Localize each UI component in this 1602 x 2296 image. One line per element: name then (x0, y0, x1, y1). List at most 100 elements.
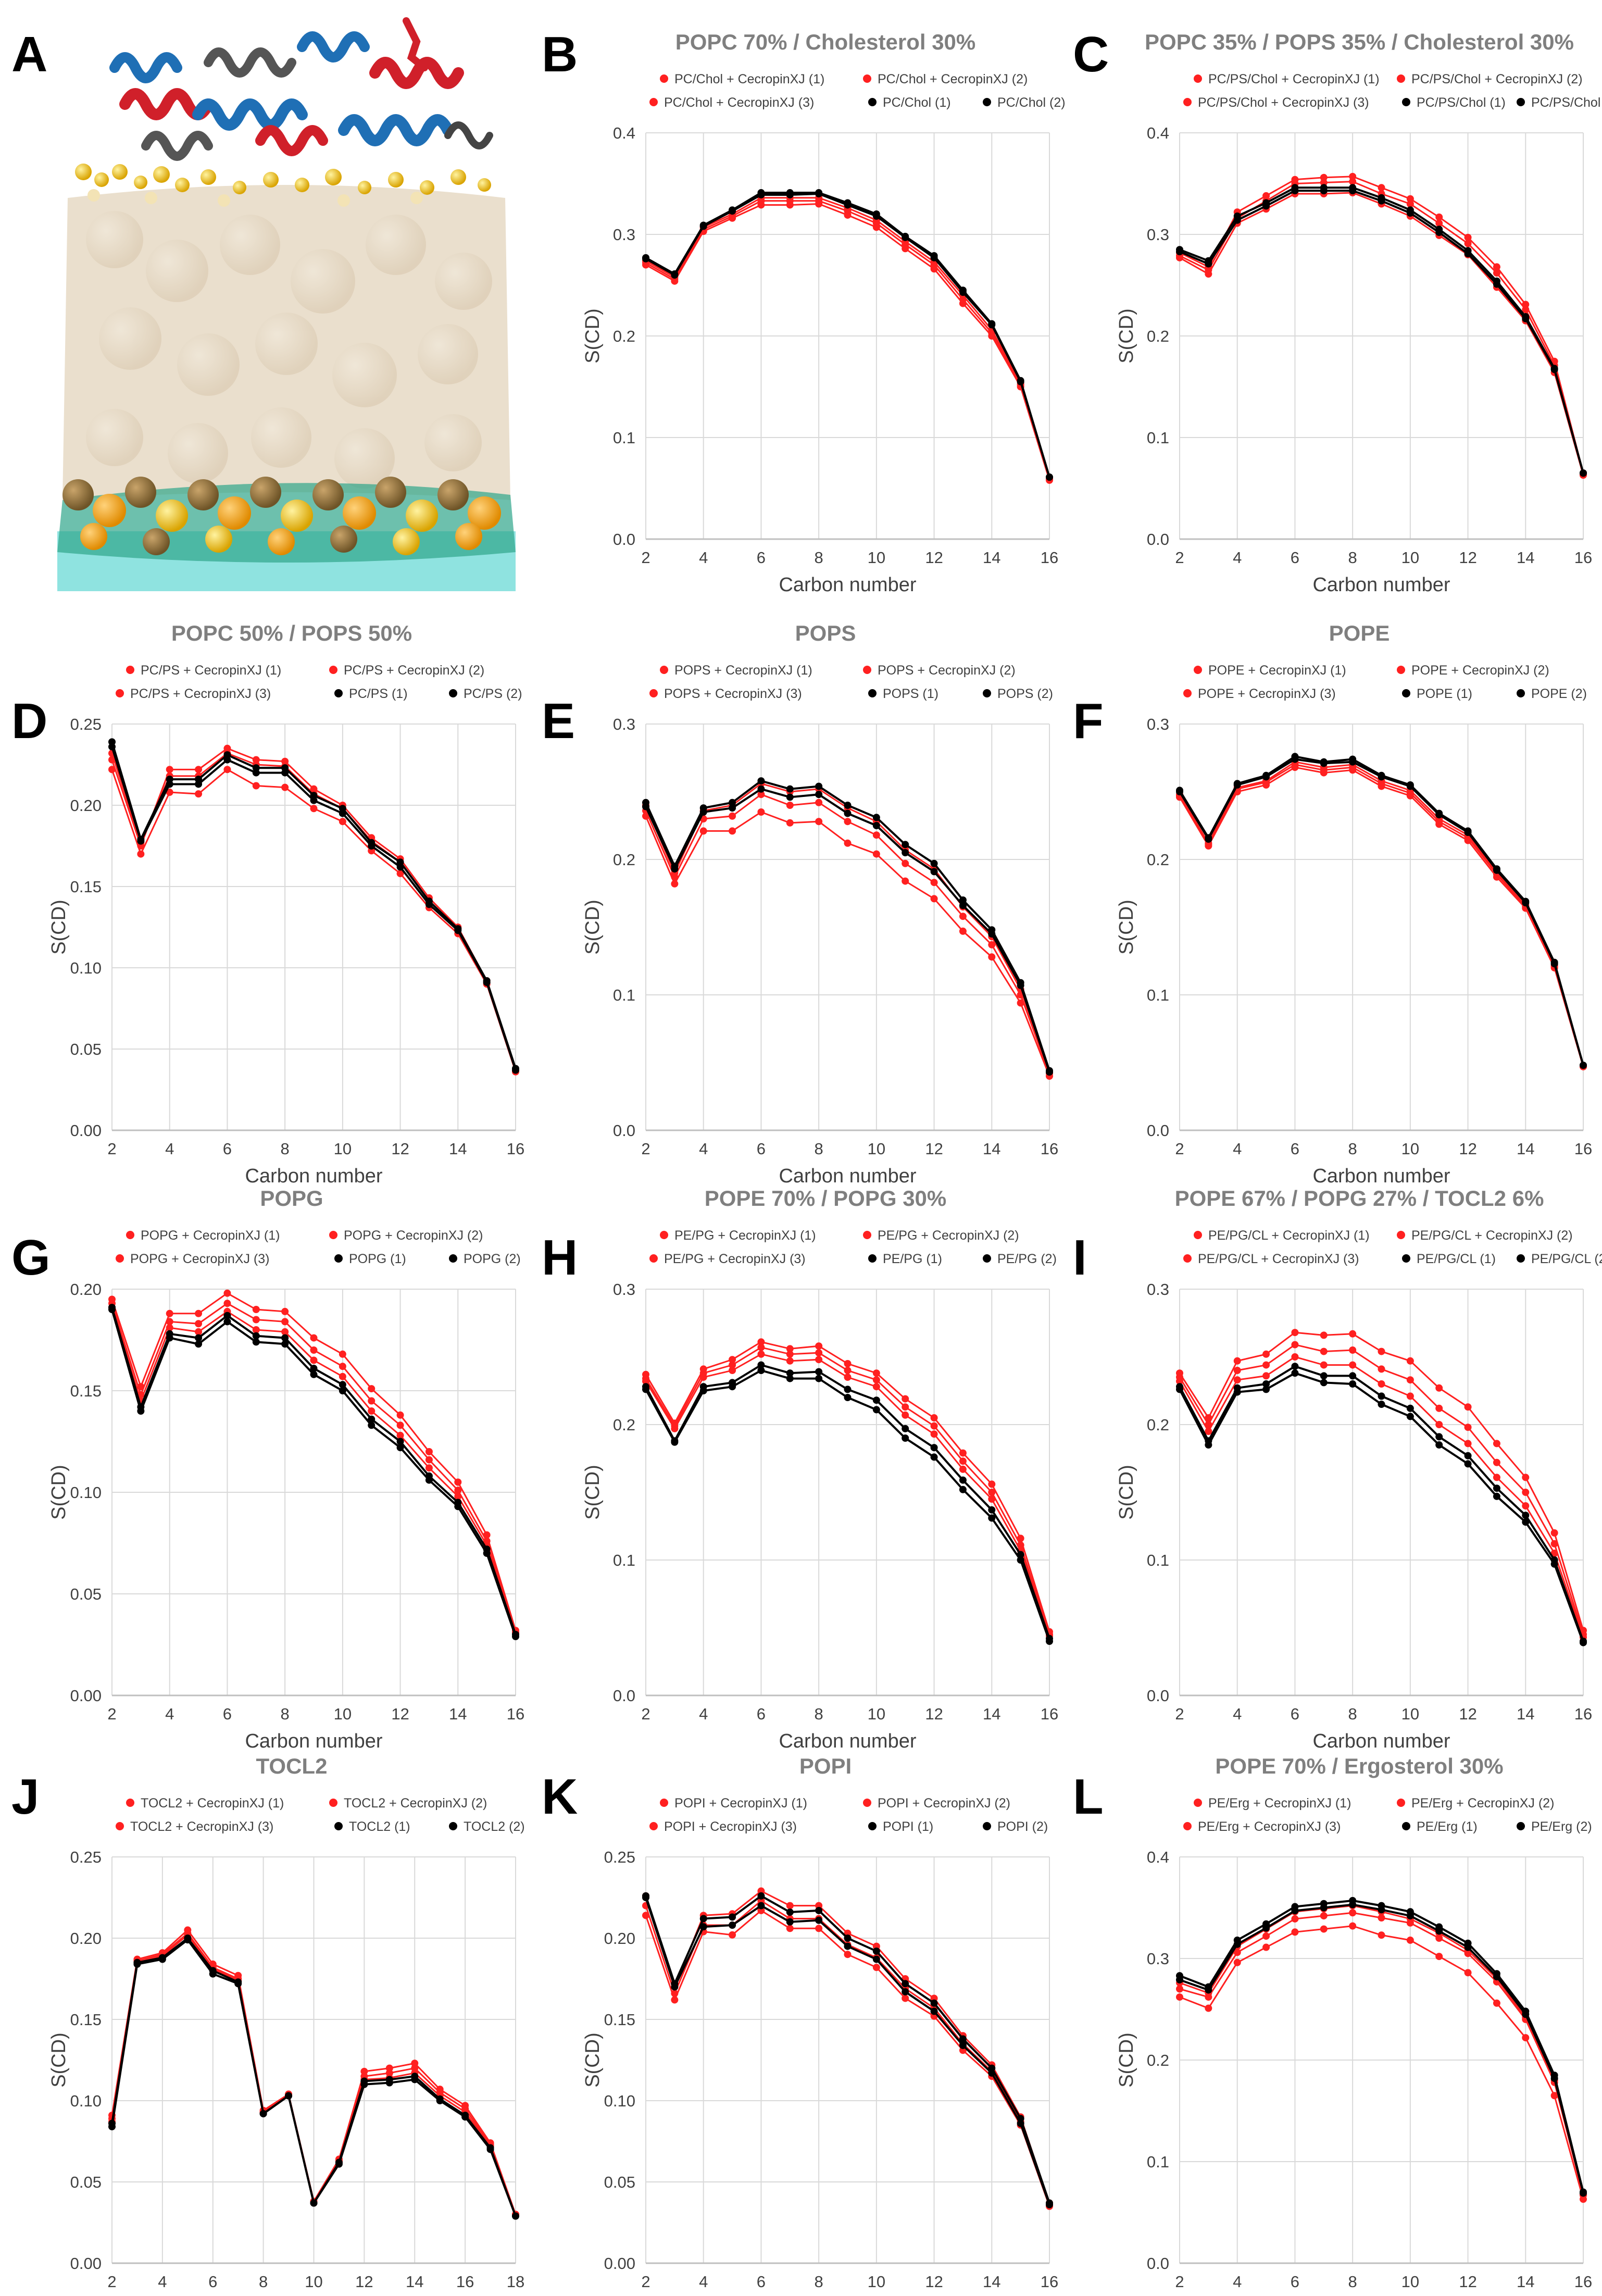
data-point (1205, 1428, 1212, 1435)
data-point (815, 1925, 823, 1932)
data-point (1493, 1999, 1500, 2007)
data-point (1320, 769, 1328, 777)
data-point (223, 1312, 231, 1319)
data-point (1349, 758, 1357, 766)
chart-h: POPE 70% / POPG 30% 0.0 0.1 0.2 0.3 2 4 6 8 10 12 1… (582, 1186, 1058, 1752)
x-tick-label: 12 (391, 1140, 409, 1158)
data-point (1522, 315, 1530, 322)
data-point (1435, 820, 1443, 828)
legend-marker (863, 666, 871, 674)
data-point (844, 839, 852, 847)
legend-label: POPI + CecropinXJ (1) (674, 1796, 807, 1811)
data-point (902, 1411, 909, 1419)
chart-title: POPS (795, 621, 856, 645)
legend-marker (334, 689, 343, 697)
data-point (310, 1365, 318, 1372)
data-point (1349, 1380, 1357, 1388)
data-point (844, 802, 852, 809)
x-tick-label: 8 (259, 2273, 268, 2291)
series-line (1179, 761, 1584, 1067)
legend-label: PE/PG + CecropinXJ (1) (674, 1228, 816, 1243)
legend-marker (126, 666, 134, 674)
x-tick-label: 8 (1348, 548, 1357, 567)
y-tick-label: 0.0 (613, 530, 635, 548)
data-point (1349, 178, 1357, 185)
data-point (642, 803, 649, 810)
panel-letter-a: A (11, 27, 48, 82)
data-point (729, 812, 736, 820)
data-point (699, 1383, 707, 1391)
data-point (757, 1361, 765, 1369)
data-point (1378, 1365, 1385, 1373)
data-point (1291, 187, 1299, 195)
x-tick-label: 14 (449, 1140, 467, 1158)
legend-marker (660, 74, 668, 83)
legend-label: TOCL2 (2) (464, 1819, 525, 1834)
x-tick-label: 14 (983, 2273, 1000, 2291)
y-tick-label: 0.0 (1147, 530, 1169, 548)
data-point (1262, 1924, 1270, 1932)
data-point (872, 1406, 880, 1414)
legend-marker (116, 1822, 124, 1830)
x-tick-label: 14 (449, 1705, 467, 1723)
data-point (786, 1375, 794, 1382)
data-point (930, 1414, 938, 1421)
data-point (281, 1340, 289, 1348)
data-point (699, 1915, 707, 1923)
data-point (786, 1357, 794, 1365)
data-point (108, 743, 116, 751)
y-tick-label: 0.3 (1147, 715, 1169, 733)
data-point (396, 1411, 404, 1419)
legend-label: POPI + CecropinXJ (2) (878, 1796, 1010, 1811)
data-point (959, 2041, 967, 2049)
data-point (1378, 1380, 1385, 1388)
legend-marker (449, 1254, 457, 1263)
y-tick-label: 0.10 (70, 959, 102, 977)
legend-label: POPG (1) (349, 1252, 406, 1266)
legend-marker (1402, 689, 1410, 697)
legend-marker (1402, 98, 1410, 106)
chart-title: POPC 70% / Cholesterol 30% (675, 30, 976, 54)
y-tick-label: 0.20 (604, 1929, 635, 1948)
data-point (786, 191, 794, 198)
data-point (1017, 981, 1024, 989)
series-line (1179, 1905, 1584, 2194)
data-point (1320, 1925, 1328, 1933)
data-point (902, 1403, 909, 1411)
panel-letter-i: I (1073, 1230, 1087, 1286)
data-point (396, 863, 404, 871)
data-point (184, 1935, 192, 1942)
legend-label: POPG + CecropinXJ (1) (141, 1228, 280, 1243)
legend-label: PE/Erg + CecropinXJ (1) (1208, 1796, 1351, 1811)
data-point (671, 1437, 679, 1445)
data-point (1262, 781, 1270, 789)
data-point (872, 1396, 880, 1404)
data-point (368, 1407, 376, 1415)
data-point (1406, 200, 1414, 208)
y-tick-label: 0.2 (1147, 327, 1169, 345)
data-point (108, 766, 116, 773)
data-point (1406, 1919, 1414, 1927)
membrane-peptide-illustration (57, 17, 516, 591)
data-point (872, 1369, 880, 1377)
data-point (1435, 1421, 1443, 1428)
chart-i: POPE 67% / POPG 27% / TOCL2 6% 0.0 0.1 0.2 0… (1116, 1186, 1602, 1752)
legend-label: PC/PS/Chol (2) (1531, 95, 1602, 110)
panel-letter-d: D (11, 693, 48, 749)
data-point (902, 1988, 909, 1995)
data-point (757, 1338, 765, 1346)
data-point (1378, 1906, 1385, 1914)
legend-label: POPE + CecropinXJ (1) (1208, 663, 1346, 678)
y-tick-label: 0.05 (70, 1585, 102, 1603)
legend-label: POPS + CecropinXJ (3) (664, 687, 802, 701)
data-point (671, 880, 679, 888)
data-point (1550, 960, 1558, 968)
x-tick-label: 14 (983, 1705, 1000, 1723)
lipid-tail-spheres (86, 211, 492, 489)
data-point (844, 1360, 852, 1367)
data-point (902, 1980, 909, 1988)
legend-label: PC/PS/Chol + CecropinXJ (2) (1411, 72, 1583, 86)
data-point (1550, 2075, 1558, 2082)
data-point (988, 953, 996, 961)
data-point (1550, 366, 1558, 373)
